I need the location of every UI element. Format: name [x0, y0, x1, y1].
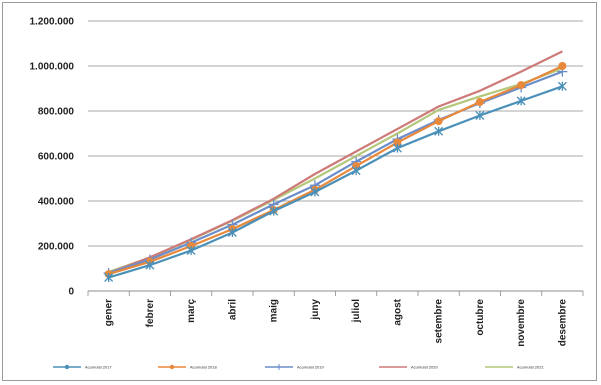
data-point [434, 126, 444, 136]
data-point [310, 187, 320, 197]
x-tick-label: octubre [475, 299, 486, 336]
x-tick-label: juny [310, 299, 321, 321]
series-line [108, 50, 563, 275]
legend-label: Acumulat 2020 [411, 365, 438, 370]
legend-label: Acumulat 2021 [517, 365, 544, 370]
data-point [516, 96, 526, 106]
grid [88, 20, 583, 247]
legend-marker [276, 364, 282, 370]
data-point [145, 260, 155, 270]
legend-label: Acumulat 2019 [297, 365, 324, 370]
series-line [108, 85, 563, 279]
data-point [351, 166, 361, 176]
x-axis-ticks: gener febrer març abril maig juny juliol agost s… [104, 298, 569, 346]
y-tick-label: 200.000 [38, 242, 75, 253]
data-point [104, 273, 114, 282]
legend-marker [169, 364, 175, 370]
data-point [475, 111, 485, 120]
y-tick-label: 0 [68, 287, 74, 298]
x-tick-label: juliol [351, 299, 362, 324]
data-point [517, 81, 526, 90]
y-tick-label: 1.200.000 [30, 17, 75, 28]
legend-item: Acumulat 2020 [379, 365, 438, 370]
series-line [108, 67, 563, 273]
line-chart: 0 200.000 400.000 600.000 800.000 1.000.000 1.… [30, 17, 584, 370]
data-point [434, 117, 443, 126]
legend-item: Acumulat 2021 [485, 365, 544, 370]
y-tick-label: 800.000 [38, 107, 75, 118]
data-point [186, 246, 196, 255]
y-tick-label: 1.000.000 [30, 62, 75, 73]
y-tick-label: 400.000 [38, 197, 75, 208]
y-axis-ticks: 0 200.000 400.000 600.000 800.000 1.000.000 1.… [30, 17, 75, 298]
x-tick-label: agost [392, 298, 403, 325]
series-3 [108, 50, 563, 275]
y-tick-label: 600.000 [38, 152, 75, 163]
legend-item: Acumulat 2017 [53, 365, 112, 370]
data-point [227, 228, 237, 237]
series-lines [103, 50, 568, 282]
series-line [108, 70, 563, 275]
x-tick-label: març [186, 299, 197, 323]
chart-frame: 0 200.000 400.000 600.000 800.000 1.000.000 1.… [2, 2, 597, 381]
data-point [269, 206, 279, 216]
x-tick-label: abril [227, 299, 238, 320]
x-tick-label: setembre [434, 299, 445, 344]
series-4 [108, 67, 563, 273]
data-point [392, 143, 402, 153]
legend-item: Acumulat 2018 [158, 365, 217, 370]
legend-label: Acumulat 2018 [190, 365, 217, 370]
data-point [557, 81, 567, 91]
x-tick-label: novembre [516, 299, 527, 347]
x-tick-label: maig [269, 299, 280, 322]
data-point [558, 62, 567, 70]
legend-item: Acumulat 2019 [265, 364, 324, 370]
series-line [108, 65, 563, 276]
legend-label: Acumulat 2017 [85, 365, 112, 370]
data-point [475, 98, 484, 106]
x-tick-label: febrer [145, 299, 156, 327]
legend: Acumulat 2017 Acumulat 2018 Acumulat 2019 A… [53, 364, 544, 370]
axes [87, 290, 584, 296]
legend-marker [64, 364, 70, 370]
x-tick-label: desembre [557, 299, 568, 347]
x-tick-label: gener [104, 299, 115, 326]
series-0 [104, 81, 567, 282]
data-point [393, 138, 402, 147]
